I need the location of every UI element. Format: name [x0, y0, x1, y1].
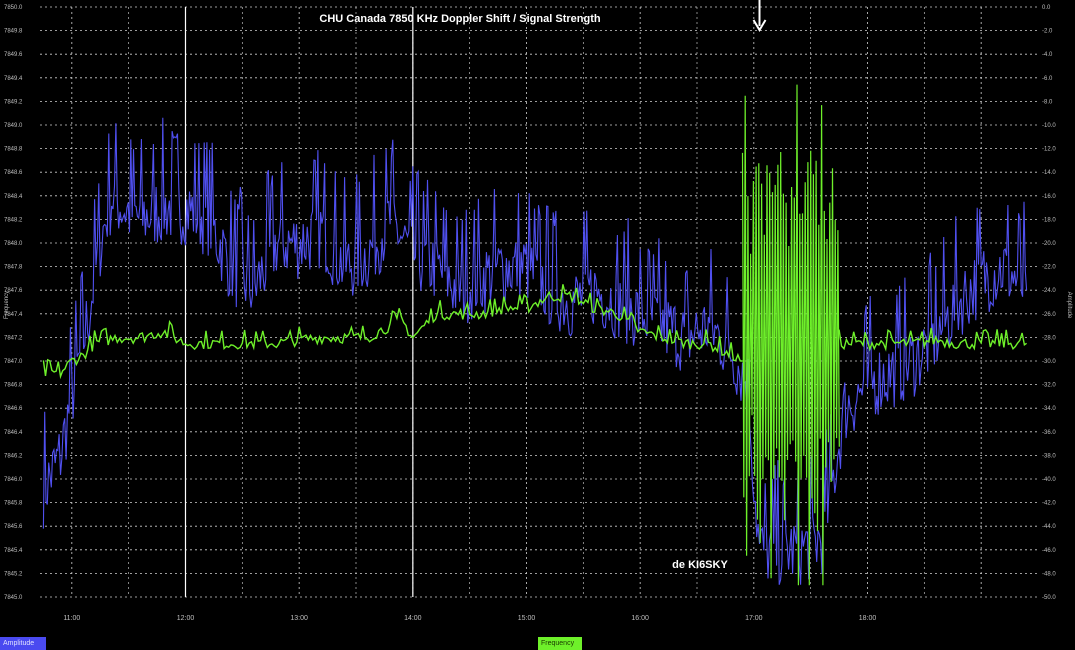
legend-frequency: Frequency — [538, 637, 582, 650]
right-tick-label: -34.0 — [1042, 406, 1056, 412]
right-tick-label: -42.0 — [1042, 501, 1056, 507]
right-axis-label: Amplitude — [1066, 292, 1072, 319]
right-tick-label: -50.0 — [1042, 595, 1056, 601]
left-tick-label: 7848.4 — [4, 194, 23, 200]
right-tick-label: -6.0 — [1042, 76, 1053, 82]
left-tick-label: 7849.2 — [4, 99, 23, 105]
right-tick-label: -28.0 — [1042, 335, 1056, 341]
left-tick-label: 7848.8 — [4, 147, 23, 153]
right-tick-label: -20.0 — [1042, 241, 1056, 247]
legend-amplitude: Amplitude — [0, 637, 46, 650]
left-tick-label: 7848.6 — [4, 170, 23, 176]
left-tick-label: 7846.2 — [4, 453, 23, 459]
left-tick-label: 7846.4 — [4, 430, 23, 436]
left-tick-label: 7848.0 — [4, 241, 23, 247]
left-tick-label: 7845.4 — [4, 548, 23, 554]
right-tick-label: -46.0 — [1042, 548, 1056, 554]
left-tick-label: 7849.0 — [4, 123, 23, 129]
left-tick-label: 7845.2 — [4, 571, 23, 577]
right-tick-label: -48.0 — [1042, 571, 1056, 577]
left-axis-label: Frequency — [4, 291, 10, 319]
right-tick-label: -14.0 — [1042, 170, 1056, 176]
left-tick-label: 7845.6 — [4, 524, 23, 530]
right-tick-label: -18.0 — [1042, 217, 1056, 223]
right-tick-label: -24.0 — [1042, 288, 1056, 294]
right-tick-label: -38.0 — [1042, 453, 1056, 459]
right-tick-label: -44.0 — [1042, 524, 1056, 530]
x-tick-label: 18:00 — [859, 615, 877, 622]
x-tick-label: 17:00 — [745, 615, 763, 622]
frequency-spike-segment — [741, 84, 840, 586]
left-tick-label: 7846.0 — [4, 477, 23, 483]
x-tick-label: 12:00 — [177, 615, 195, 622]
left-tick-label: 7845.0 — [4, 595, 23, 601]
x-tick-label: 13:00 — [290, 615, 308, 622]
left-axis-ticks: 7850.0 7849.8 7849.6 7849.4 7849.2 7849.0 7848… — [4, 5, 23, 601]
left-tick-label: 7846.6 — [4, 406, 23, 412]
right-tick-label: -10.0 — [1042, 123, 1056, 129]
x-axis-ticks: 11:00 12:00 13:00 14:00 15:00 16:00 17:00 18:00 — [63, 615, 876, 622]
left-tick-label: 7848.2 — [4, 217, 23, 223]
frequency-series-line-post — [838, 327, 1027, 352]
left-tick-label: 7847.4 — [4, 312, 23, 318]
left-tick-label: 7847.8 — [4, 265, 23, 271]
right-tick-label: -26.0 — [1042, 312, 1056, 318]
right-tick-label: -4.0 — [1042, 52, 1053, 58]
left-tick-label: 7847.0 — [4, 359, 23, 365]
right-tick-label: -40.0 — [1042, 477, 1056, 483]
right-tick-label: -8.0 — [1042, 99, 1053, 105]
left-tick-label: 7847.6 — [4, 288, 23, 294]
left-tick-label: 7849.6 — [4, 52, 23, 58]
x-tick-label: 14:00 — [404, 615, 422, 622]
right-tick-label: -32.0 — [1042, 383, 1056, 389]
x-tick-label: 16:00 — [631, 615, 649, 622]
frequency-series-line — [42, 284, 743, 380]
series-lines — [42, 84, 1028, 586]
station-annotation: de KI6SKY — [672, 559, 728, 571]
grid — [40, 6, 1038, 598]
right-tick-label: -12.0 — [1042, 147, 1056, 153]
left-tick-label: 7849.8 — [4, 29, 23, 35]
left-tick-label: 7845.8 — [4, 501, 23, 507]
right-tick-label: 0.0 — [1042, 5, 1051, 11]
chart-title: CHU Canada 7850 KHz Doppler Shift / Sign… — [319, 13, 600, 25]
event-arrow-icon — [752, 0, 767, 32]
amplitude-series-line — [42, 117, 1028, 585]
right-tick-label: -2.0 — [1042, 29, 1053, 35]
right-tick-label: -36.0 — [1042, 430, 1056, 436]
right-tick-label: -30.0 — [1042, 359, 1056, 365]
left-tick-label: 7846.8 — [4, 383, 23, 389]
right-tick-label: -16.0 — [1042, 194, 1056, 200]
x-tick-label: 15:00 — [518, 615, 536, 622]
right-axis-ticks: 0.0 -2.0 -4.0 -6.0 -8.0 -10.0 -12.0 -14.0 -16.0 -… — [1042, 5, 1056, 601]
left-tick-label: 7850.0 — [4, 5, 23, 11]
left-tick-label: 7847.2 — [4, 335, 23, 341]
event-arrow-head — [752, 19, 767, 32]
left-tick-label: 7849.4 — [4, 76, 23, 82]
right-tick-label: -22.0 — [1042, 265, 1056, 271]
time-markers — [184, 7, 414, 597]
x-tick-label: 11:00 — [63, 615, 80, 622]
